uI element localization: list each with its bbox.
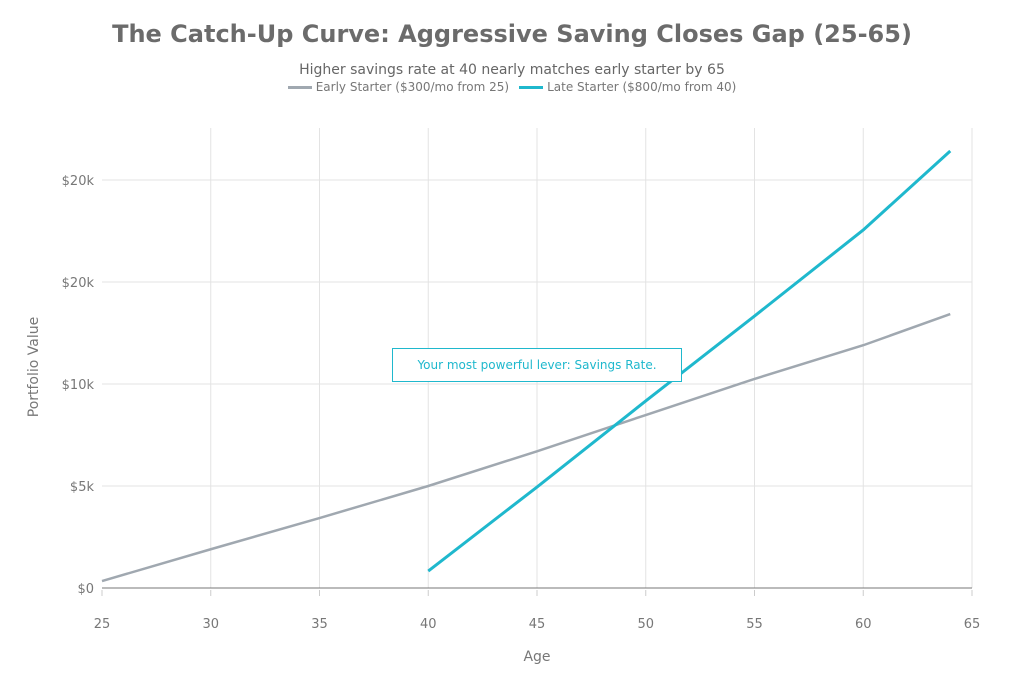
y-tick-label: $10k bbox=[62, 378, 95, 393]
y-tick-label: $20k bbox=[62, 174, 95, 189]
x-tick-label: 55 bbox=[746, 617, 763, 632]
legend-label-early: Early Starter ($300/mo from 25) bbox=[315, 80, 510, 94]
series-line-late-starter bbox=[427, 149, 952, 573]
y-tick-label: $0 bbox=[77, 582, 94, 597]
x-tick-label: 50 bbox=[637, 617, 654, 632]
x-tick-label: 60 bbox=[855, 617, 872, 632]
series-line-early-starter bbox=[101, 312, 951, 583]
y-tick-label: $5k bbox=[70, 480, 95, 495]
legend-label-late: Late Starter ($800/mo from 40) bbox=[547, 80, 737, 94]
x-axis-label: Age bbox=[523, 649, 550, 665]
x-tick-label: 45 bbox=[529, 617, 546, 632]
annotation-box: Your most powerful lever: Savings Rate. bbox=[392, 348, 682, 382]
legend-item-late[interactable]: Late Starter ($800/mo from 40) bbox=[519, 80, 736, 94]
chart-subtitle: Higher savings rate at 40 nearly matches… bbox=[299, 62, 725, 78]
legend-swatch-early bbox=[287, 85, 312, 89]
legend: Early Starter ($300/mo from 25) Late Sta… bbox=[0, 80, 1024, 94]
y-axis-label: Portfolio Value bbox=[26, 317, 42, 418]
y-tick-label: $20k bbox=[62, 276, 95, 291]
legend-item-early[interactable]: Early Starter ($300/mo from 25) bbox=[287, 80, 510, 94]
x-tick-label: 35 bbox=[311, 617, 328, 632]
chart-title: The Catch-Up Curve: Aggressive Saving Cl… bbox=[112, 20, 912, 48]
x-tick-label: 40 bbox=[420, 617, 437, 632]
x-tick-label: 65 bbox=[964, 617, 981, 632]
x-tick-label: 30 bbox=[202, 617, 219, 632]
legend-swatch-late bbox=[519, 85, 544, 89]
x-tick-label: 25 bbox=[94, 617, 111, 632]
